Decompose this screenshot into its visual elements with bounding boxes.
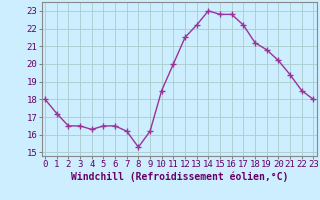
X-axis label: Windchill (Refroidissement éolien,°C): Windchill (Refroidissement éolien,°C) [70, 172, 288, 182]
